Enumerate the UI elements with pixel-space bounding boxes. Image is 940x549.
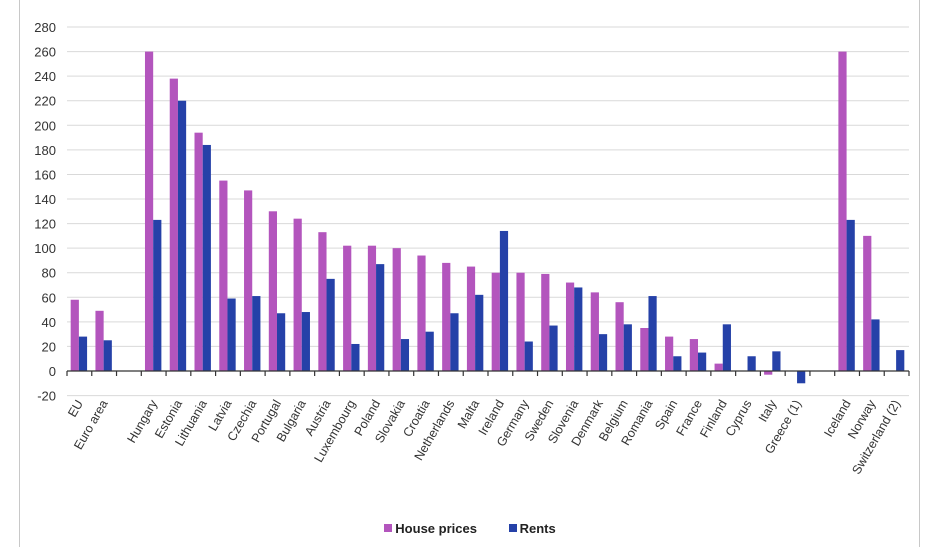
- bar-rents: [450, 313, 459, 371]
- bar-house-prices: [565, 282, 575, 371]
- bar-house-prices: [70, 299, 79, 371]
- bar-rents: [574, 287, 583, 371]
- bar-rents: [797, 371, 806, 384]
- bar-house-prices: [194, 132, 203, 371]
- y-tick-label: 160: [34, 167, 56, 182]
- bar-house-prices: [318, 232, 327, 371]
- bar-house-prices: [343, 245, 352, 371]
- bar-house-prices: [417, 255, 426, 371]
- bar-rents: [524, 341, 533, 371]
- bar-rents: [499, 230, 509, 371]
- legend-item-house-prices: House prices: [384, 521, 477, 536]
- bar-rents: [301, 312, 310, 371]
- x-tick-label: Italy: [756, 397, 780, 425]
- chart-frame: [19, 0, 920, 547]
- bar-house-prices: [244, 190, 253, 371]
- bar-house-prices: [615, 302, 624, 371]
- bar-house-prices: [367, 245, 377, 371]
- bar-rents: [252, 296, 261, 371]
- bar-rents: [177, 100, 187, 371]
- bar-rents: [475, 294, 484, 371]
- bar-rents: [698, 352, 707, 371]
- bar-rents: [896, 350, 905, 371]
- bar-house-prices: [541, 273, 550, 371]
- y-tick-label: 220: [34, 94, 56, 109]
- y-tick-label: 140: [34, 192, 56, 207]
- y-tick-label: 120: [34, 217, 56, 232]
- bar-rents: [648, 296, 657, 371]
- bar-rents: [351, 343, 360, 371]
- y-tick-label: 280: [34, 20, 56, 35]
- x-tick-label: EU: [65, 398, 86, 420]
- bar-house-prices: [838, 51, 847, 372]
- bar-house-prices: [144, 51, 154, 372]
- bar-house-prices: [516, 272, 525, 371]
- y-tick-label: 20: [42, 339, 56, 354]
- bar-rents: [673, 356, 682, 371]
- legend-label-house-prices: House prices: [395, 520, 477, 536]
- y-tick-label: 180: [34, 143, 56, 158]
- bar-rents: [227, 298, 236, 371]
- bar-rents: [623, 324, 632, 371]
- bar-house-prices: [169, 78, 178, 371]
- y-tick-label: 260: [34, 45, 56, 60]
- bar-house-prices: [665, 336, 674, 371]
- bar-house-prices: [466, 266, 476, 371]
- bar-rents: [772, 351, 781, 371]
- bar-house-prices: [640, 328, 649, 371]
- legend: House prices Rents: [0, 520, 940, 536]
- y-tick-label: 40: [42, 315, 56, 330]
- bar-rents: [846, 219, 855, 371]
- bar-house-prices: [689, 339, 698, 371]
- bar-rents: [277, 313, 286, 371]
- y-tick-label: 0: [49, 364, 56, 379]
- bar-house-prices: [863, 235, 872, 371]
- bar-house-prices: [95, 310, 104, 371]
- bar-house-prices: [764, 371, 773, 375]
- bar-rents: [722, 324, 731, 371]
- y-tick-label: 60: [42, 290, 56, 305]
- bar-rents: [549, 325, 558, 371]
- y-tick-label: 80: [42, 266, 56, 281]
- y-tick-label: 200: [34, 118, 56, 133]
- bar-rents: [202, 144, 211, 371]
- y-tick-label: -20: [37, 389, 56, 404]
- bar-rents: [78, 336, 88, 371]
- bar-house-prices: [590, 292, 599, 371]
- bar-house-prices: [491, 272, 500, 371]
- legend-item-rents: Rents: [508, 520, 556, 536]
- y-tick-label: 240: [34, 69, 56, 84]
- bar-rents: [871, 319, 880, 371]
- bar-house-prices: [268, 211, 277, 371]
- house-prices-swatch-icon: [384, 524, 393, 532]
- bar-rents: [153, 219, 162, 371]
- bar-house-prices: [714, 363, 723, 371]
- bar-rents: [425, 331, 434, 371]
- bar-rents: [400, 339, 410, 371]
- bar-rents: [326, 278, 335, 371]
- bar-rents: [598, 334, 608, 371]
- bar-rents: [103, 340, 112, 371]
- bar-house-prices: [219, 180, 228, 371]
- bar-house-prices: [442, 262, 451, 371]
- bar-rents: [376, 264, 385, 371]
- y-tick-label: 100: [34, 241, 56, 256]
- bar-house-prices: [392, 248, 401, 371]
- bar-house-prices: [293, 218, 302, 371]
- legend-label-rents: Rents: [519, 520, 556, 536]
- x-tick-label: Hungary: [125, 397, 161, 446]
- rents-swatch-icon: [508, 524, 517, 532]
- bar-rents: [747, 356, 756, 371]
